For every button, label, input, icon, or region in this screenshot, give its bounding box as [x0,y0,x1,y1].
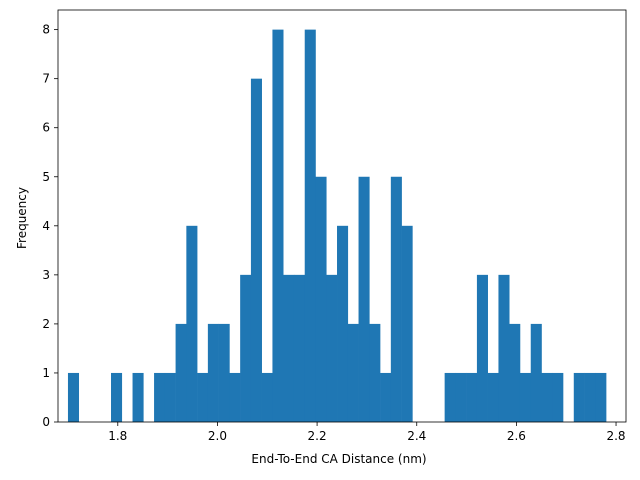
plot-frame [57,9,627,423]
x-tick-label: 1.8 [108,429,127,443]
histogram-bar [250,78,262,423]
histogram-bar [455,372,467,422]
x-tick-label: 2.4 [407,429,426,443]
y-tick-label: 7 [42,72,50,86]
x-axis-ticks: 1.8 2.0 2.2 2.4 2.6 2.8 [108,422,626,443]
histogram-bar [111,372,123,422]
histogram-bar [304,29,316,423]
histogram-bar [175,323,187,422]
histogram-bar [293,274,306,422]
histogram-bar [218,323,230,422]
x-tick-label: 2.8 [606,429,625,443]
histogram-bars [67,29,607,423]
y-tick-label: 6 [42,121,50,135]
histogram-bar [261,372,273,422]
y-tick-label: 0 [42,415,50,429]
histogram-bar [229,372,241,422]
histogram-bar [164,372,176,422]
histogram-bar [498,274,510,422]
histogram-bar [67,372,80,422]
x-axis-label: End-To-End CA Distance (nm) [251,452,426,466]
histogram-bar [132,372,144,422]
histogram-bar [326,274,338,422]
histogram-bar [530,323,542,422]
histogram-bar [186,225,198,422]
histogram-bar [466,372,478,422]
x-tick-label: 2.2 [308,429,327,443]
histogram-bar [390,176,402,422]
histogram-bar [337,225,349,422]
histogram-bar [315,176,327,422]
histogram-bar [573,372,585,422]
histogram-bar [283,274,295,422]
histogram-bar [347,323,359,422]
axes-border [57,9,627,423]
histogram-bar [207,323,219,422]
y-axis-ticks: 0 1 2 3 4 5 6 7 8 [42,23,58,429]
histogram-bar [509,323,521,422]
histogram-bar [358,176,370,422]
histogram-bar [487,372,499,422]
histogram-bar [595,372,607,422]
y-axis-label: Frequency [15,187,29,249]
histogram-bar [380,372,392,422]
y-tick-label: 8 [42,23,50,37]
histogram-bar [272,29,284,423]
y-tick-label: 4 [42,219,50,233]
histogram-bar [519,372,532,422]
histogram-bar [476,274,488,422]
histogram-bar [584,372,596,422]
y-tick-label: 5 [42,170,50,184]
histogram-bar [154,372,166,422]
histogram-bar [552,372,564,422]
y-tick-label: 1 [42,366,50,380]
histogram-bar [541,372,553,422]
histogram-bar [197,372,209,422]
histogram-bar [401,225,413,422]
x-tick-label: 2.6 [507,429,526,443]
x-tick-label: 2.0 [208,429,227,443]
histogram-bar [444,372,456,422]
histogram-bar [369,323,381,422]
y-tick-label: 2 [42,317,50,331]
y-tick-label: 3 [42,268,50,282]
histogram-bar [240,274,252,422]
